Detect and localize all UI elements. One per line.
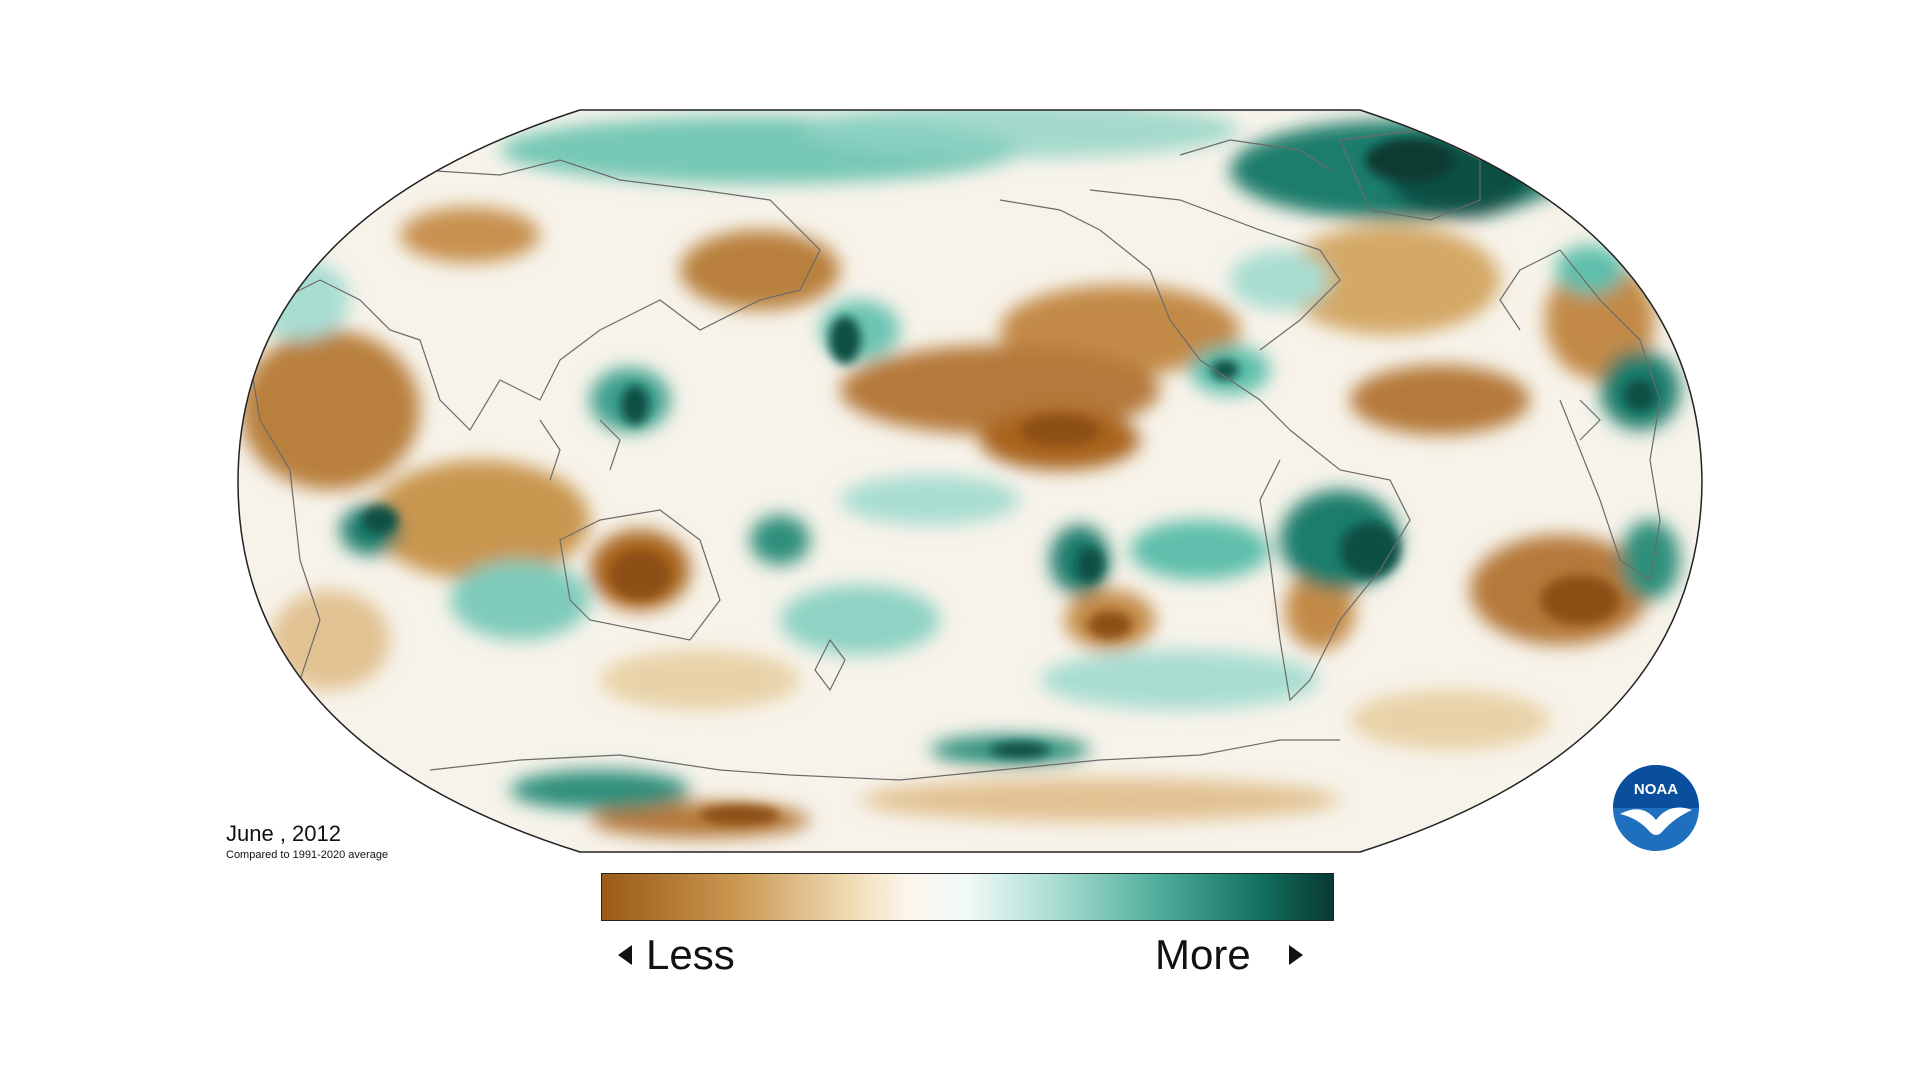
color-scale-bar (601, 873, 1334, 921)
local-anomaly-layer (362, 138, 1656, 825)
triangle-right-icon (1288, 945, 1303, 965)
less-label: Less (646, 931, 735, 978)
legend-less: Less (618, 928, 735, 982)
map-caption: June , 2012 Compared to 1991-2020 averag… (226, 822, 388, 862)
baseline-note: Compared to 1991-2020 average (226, 849, 389, 861)
logo-text: NOAA (1634, 781, 1678, 798)
more-label: More (1155, 931, 1251, 978)
triangle-left-icon (618, 945, 632, 965)
broad-anomaly-layer (240, 110, 1680, 838)
legend-more: More (1155, 928, 1303, 982)
map-frame (237, 109, 1703, 853)
seagull-icon (1620, 807, 1692, 835)
noaa-logo: NOAA (1613, 765, 1699, 851)
period-label: June , 2012 (226, 821, 341, 846)
anomaly-field (238, 110, 1702, 852)
